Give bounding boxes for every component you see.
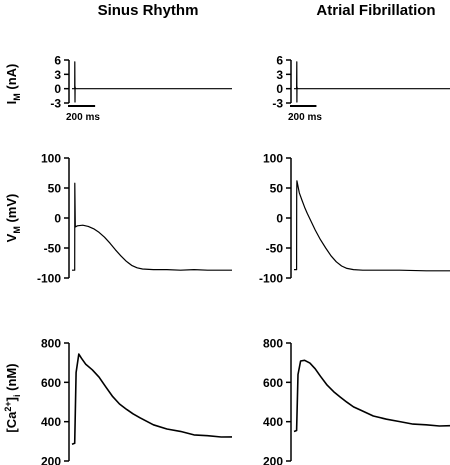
- y-tick-label: -3: [50, 97, 61, 111]
- y-tick-label: 0: [54, 82, 61, 96]
- y-tick-label: 0: [54, 212, 61, 226]
- y-tick-label: -3: [272, 97, 283, 111]
- trace-voltage-sinus-rhythm: [72, 182, 232, 271]
- y-tick-label: 400: [263, 415, 283, 429]
- y-tick-label: 50: [48, 182, 62, 196]
- y-tick-label: 0: [276, 212, 283, 226]
- trace-calcium-sinus-rhythm: [71, 353, 233, 446]
- trace-current-atrial-fibrillation: [294, 61, 450, 103]
- y-tick-label: 0: [276, 82, 283, 96]
- y-tick-label: 600: [41, 376, 61, 390]
- y-tick-label: 200: [41, 455, 61, 465]
- y-tick-label: -50: [44, 242, 62, 256]
- y-tick-label: 3: [54, 68, 61, 82]
- y-tick-label: 100: [263, 152, 283, 166]
- y-tick-label: 200: [263, 455, 283, 465]
- y-tick-label: 6: [54, 54, 61, 68]
- trace-calcium-atrial-fibrillation: [293, 359, 450, 433]
- ylabel-current: IM (nA): [4, 64, 22, 105]
- y-tick-label: 400: [41, 415, 61, 429]
- y-tick-label: 800: [41, 337, 61, 351]
- trace-current-sinus-rhythm: [72, 61, 232, 103]
- scale-bar-label: 200 ms: [288, 112, 322, 123]
- y-tick-label: 800: [263, 337, 283, 351]
- scale-bar-label: 200 ms: [66, 112, 100, 123]
- y-tick-label: -100: [259, 272, 283, 286]
- y-tick-label: -100: [37, 272, 61, 286]
- column-title-sinus-rhythm: Sinus Rhythm: [98, 2, 199, 19]
- trace-voltage-atrial-fibrillation: [294, 180, 450, 272]
- y-tick-label: 6: [276, 54, 283, 68]
- ylabel-calcium: [Ca2+]i (nM): [3, 363, 22, 432]
- ylabel-voltage: VM (mV): [4, 194, 22, 243]
- y-tick-label: -50: [266, 242, 284, 256]
- y-tick-label: 50: [270, 182, 284, 196]
- column-title-atrial-fibrillation: Atrial Fibrillation: [316, 2, 435, 19]
- y-tick-label: 3: [276, 68, 283, 82]
- y-tick-label: 600: [263, 376, 283, 390]
- y-tick-label: 100: [41, 152, 61, 166]
